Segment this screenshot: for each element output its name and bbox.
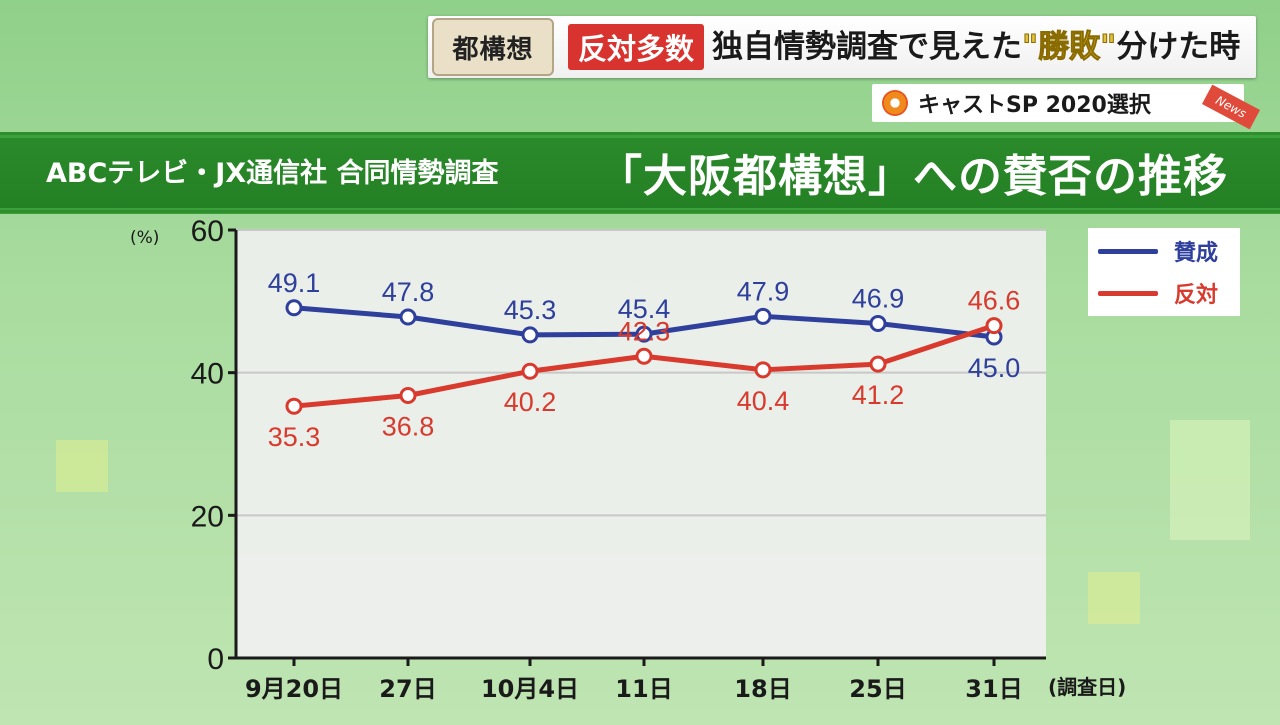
x-axis-label: (調査日) xyxy=(1048,675,1126,699)
y-tick-label: 40 xyxy=(191,358,224,391)
title-band xyxy=(0,132,1280,214)
background-block xyxy=(56,440,108,492)
data-label: 46.6 xyxy=(968,286,1021,316)
x-tick-label: 11日 xyxy=(615,675,672,703)
caption-tag-text: 都構想 xyxy=(452,34,534,65)
legend-swatch-support xyxy=(1098,248,1158,254)
y-axis-label: (%) xyxy=(130,228,159,248)
background-block xyxy=(1170,420,1250,540)
data-label: 46.9 xyxy=(852,283,905,313)
data-label: 40.2 xyxy=(504,387,557,417)
data-label: 41.2 xyxy=(852,380,905,410)
legend-label-support: 賛成 xyxy=(1174,241,1219,266)
data-point xyxy=(399,386,417,404)
data-label: 45.3 xyxy=(504,295,557,325)
data-label: 47.8 xyxy=(382,277,435,307)
chart-panel xyxy=(236,230,1046,658)
legend-label-oppose: 反対 xyxy=(1174,283,1219,308)
data-point xyxy=(285,397,303,415)
caption-bar xyxy=(428,16,1256,78)
data-label: 47.9 xyxy=(737,276,790,306)
program-logo-icon xyxy=(882,90,908,116)
y-tick-label: 60 xyxy=(191,215,224,248)
chart-legend: 賛成 反対 xyxy=(1088,228,1240,316)
chart-title: 「大阪都構想」への賛否の推移 xyxy=(598,151,1228,202)
data-label: 36.8 xyxy=(382,411,435,441)
chart-subtitle: ABCテレビ・JX通信社 合同情勢調査 xyxy=(46,158,499,189)
x-tick-label: 27日 xyxy=(379,675,436,703)
data-label: 35.3 xyxy=(268,422,321,452)
caption-headline: 独自情勢調査で見えた"勝敗"分けた時 xyxy=(712,22,1240,72)
headline-quote-open: " xyxy=(1021,29,1039,66)
caption-tag: 都構想 xyxy=(432,18,554,76)
caption-badge: 反対多数 xyxy=(568,24,704,70)
data-point xyxy=(635,325,653,343)
legend-swatch-oppose xyxy=(1098,290,1158,296)
x-tick-label: 31日 xyxy=(965,675,1022,703)
data-point xyxy=(869,355,887,373)
legend-item-oppose: 反対 xyxy=(1098,276,1218,310)
data-label: 42.3 xyxy=(618,316,671,346)
headline-post: 分けた時 xyxy=(1116,29,1241,65)
x-tick-label: 10月4日 xyxy=(481,675,579,703)
data-point xyxy=(521,326,539,344)
data-point xyxy=(754,307,772,325)
data-point xyxy=(985,317,1003,335)
caption-badge-text: 反対多数 xyxy=(577,32,694,66)
data-point xyxy=(754,361,772,379)
data-point xyxy=(285,299,303,317)
y-tick-label: 20 xyxy=(191,500,224,533)
x-tick-label: 9月20日 xyxy=(245,675,343,703)
program-name: キャストSP 2020選択 xyxy=(918,93,1151,118)
background-block xyxy=(1088,572,1140,624)
x-tick-label: 25日 xyxy=(849,675,906,703)
data-label: 45.0 xyxy=(968,353,1021,383)
data-point xyxy=(869,314,887,332)
data-point xyxy=(521,362,539,380)
headline-key: 勝敗 xyxy=(1038,29,1101,66)
data-point xyxy=(635,347,653,365)
data-label: 45.4 xyxy=(618,294,671,324)
y-tick-label: 0 xyxy=(207,643,224,676)
program-bar: キャストSP 2020選択 xyxy=(872,84,1244,122)
data-label: 40.4 xyxy=(737,386,790,416)
data-point xyxy=(399,308,417,326)
title-band-inner xyxy=(0,138,1280,208)
headline-pre: 独自情勢調査で見えた xyxy=(712,29,1022,65)
x-tick-label: 18日 xyxy=(734,675,791,703)
headline-quote-close: " xyxy=(1100,29,1117,66)
legend-item-support: 賛成 xyxy=(1098,234,1218,268)
data-label: 49.1 xyxy=(268,268,321,298)
